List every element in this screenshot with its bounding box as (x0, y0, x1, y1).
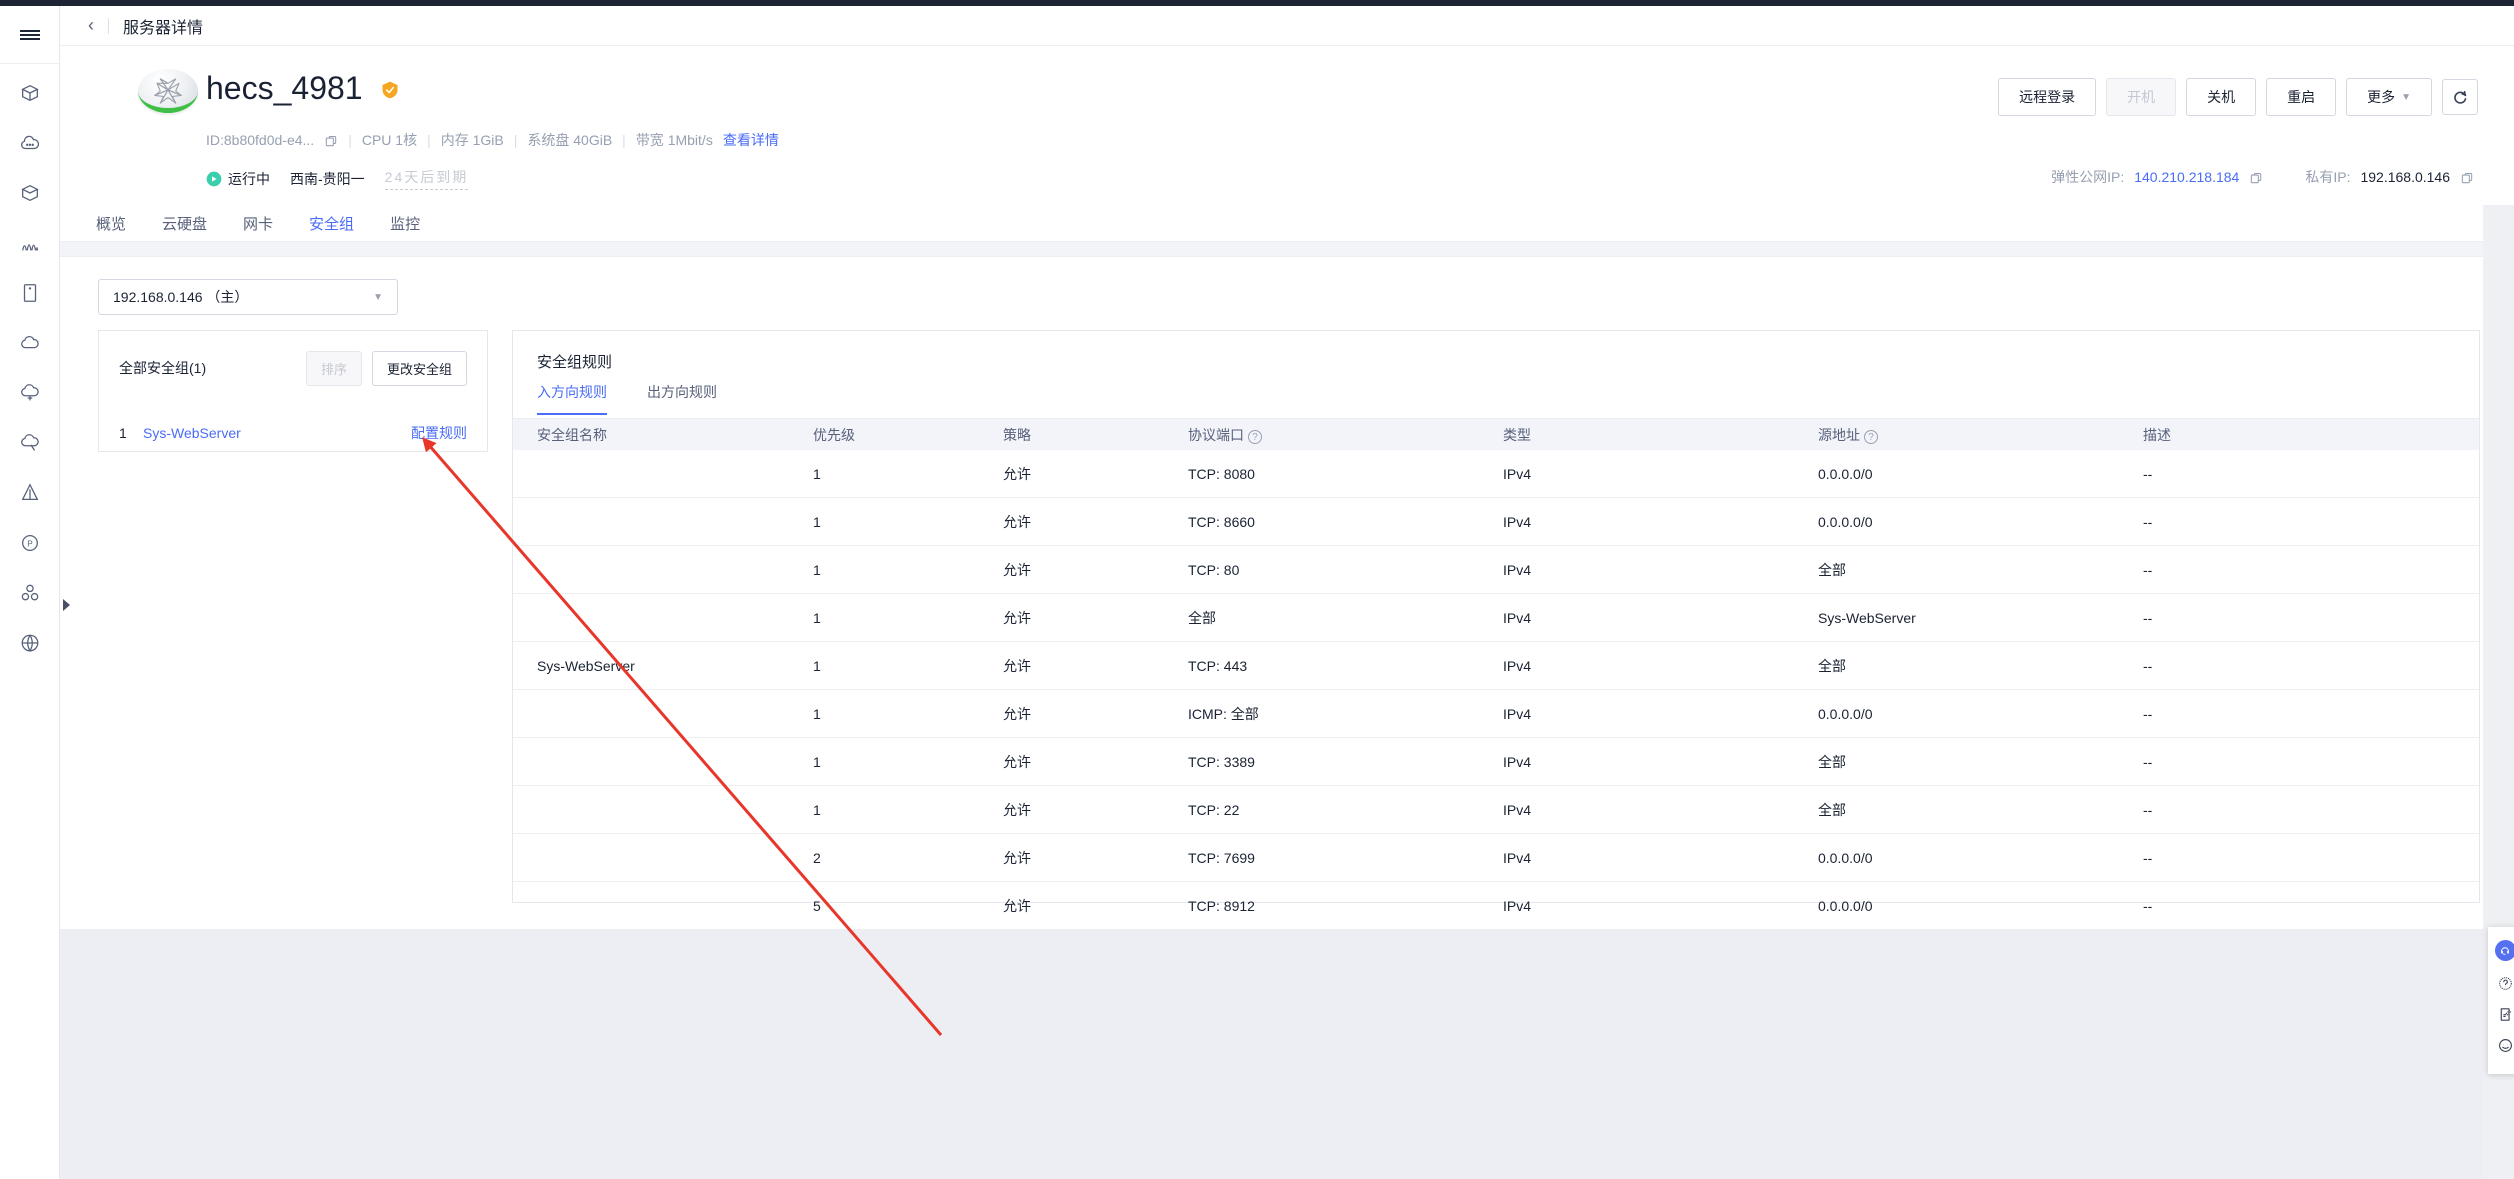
svg-text:P: P (27, 540, 33, 549)
